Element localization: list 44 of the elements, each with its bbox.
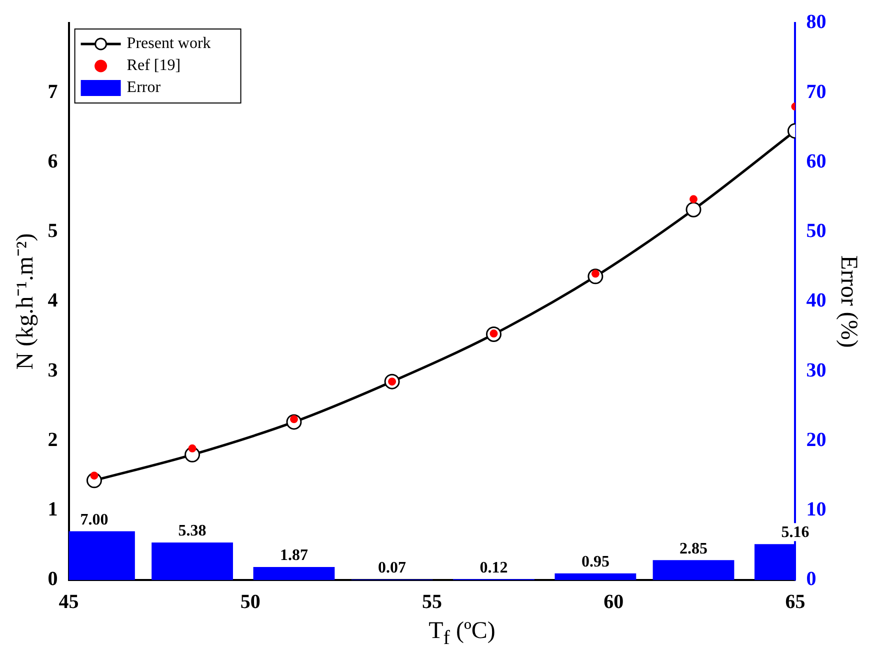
data-label: 5.38	[178, 522, 206, 540]
y2-tick-label: 60	[806, 150, 826, 172]
legend-label: Ref [19]	[126, 57, 181, 74]
y2-tick-label: 50	[806, 220, 826, 242]
y-axis-title: N (kg.h⁻¹.m⁻²)	[12, 233, 39, 370]
bar	[554, 573, 636, 580]
x-axis-title: T$_{f}$ (ºC)	[428, 618, 496, 650]
y-tick-label: 3	[48, 359, 58, 382]
point	[188, 444, 196, 452]
y2-tick-label: 80	[806, 11, 826, 34]
y-tick-label: 2	[48, 428, 58, 451]
y-tick-label: 6	[48, 150, 58, 172]
y2-tick-label: 30	[806, 359, 826, 382]
y-tick-label: 7	[48, 80, 58, 103]
y-tick-label: 0	[48, 568, 58, 590]
x-tick-label: 50	[240, 591, 260, 614]
point	[686, 202, 702, 218]
point	[90, 472, 98, 480]
data-label: 0.07	[378, 560, 406, 577]
x-tick-label: 55	[422, 591, 442, 614]
x-tick-label: 60	[604, 591, 624, 614]
data-label: 0.95	[581, 554, 610, 571]
y2-tick-label: 70	[806, 80, 826, 103]
bar	[253, 566, 335, 580]
data-label: 2.85	[680, 540, 708, 558]
y2-tick-label: 0	[806, 568, 816, 590]
data-label: 1.87	[280, 547, 308, 564]
y-tick-label: 4	[48, 290, 58, 312]
y-tick-label: 5	[48, 220, 58, 242]
y2-tick-label: 10	[806, 498, 826, 521]
bar	[652, 560, 734, 580]
y2-axis-title: Error (%)	[835, 255, 862, 348]
y-tick-label: 1	[48, 498, 58, 521]
bar	[152, 542, 233, 580]
data-label: 7.00	[80, 511, 108, 528]
y2-tick-label: 40	[806, 290, 826, 312]
x-tick-label: 45	[58, 591, 79, 614]
y2-tick-label: 20	[806, 428, 826, 451]
point	[690, 195, 698, 204]
data-label: 5.16	[781, 524, 810, 542]
data-label: 0.12	[480, 559, 508, 576]
x-tick-label: 65	[785, 591, 806, 614]
legend-label: Error	[126, 79, 162, 96]
legend-label: Present work	[126, 35, 211, 52]
